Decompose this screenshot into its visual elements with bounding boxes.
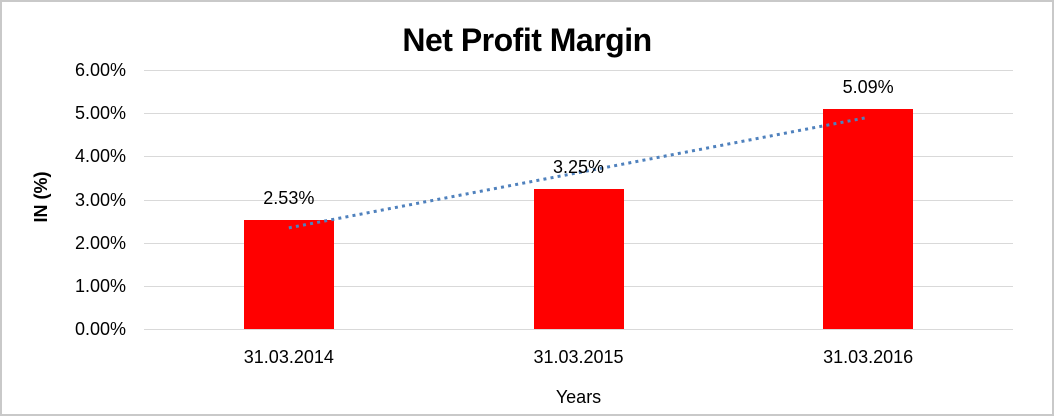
plot-area [144, 70, 1013, 330]
y-axis-tick-label: 6.00% [74, 60, 126, 80]
y-axis-tick-label: 4.00% [74, 146, 126, 167]
bar-data-label: 5.09% [842, 77, 894, 98]
chart-bar [823, 109, 914, 329]
gridline [144, 113, 1013, 115]
bar-data-label: 2.53% [263, 187, 315, 208]
y-axis-tick-label: 0.00% [74, 319, 126, 339]
gridline [144, 70, 1013, 71]
x-axis-tick-label: 31.03.2014 [243, 347, 334, 367]
y-axis-tick-label: 3.00% [74, 189, 126, 210]
trendline [288, 115, 869, 230]
x-axis-title: Years [555, 387, 602, 407]
x-axis-tick-label: 31.03.2015 [533, 347, 624, 367]
chart-bar [533, 188, 624, 329]
bar-data-label: 3.25% [552, 156, 605, 177]
gridline [144, 329, 1013, 330]
x-axis-tick-label: 31.03.2016 [823, 347, 914, 367]
y-axis-tick-label: 2.00% [74, 232, 126, 253]
y-axis-tick-label: 1.00% [74, 275, 126, 296]
y-axis-tick-label: 5.00% [74, 103, 126, 124]
chart-bar [243, 219, 334, 329]
gridline [144, 156, 1013, 158]
chart-title: Net Profit Margin [402, 22, 652, 58]
